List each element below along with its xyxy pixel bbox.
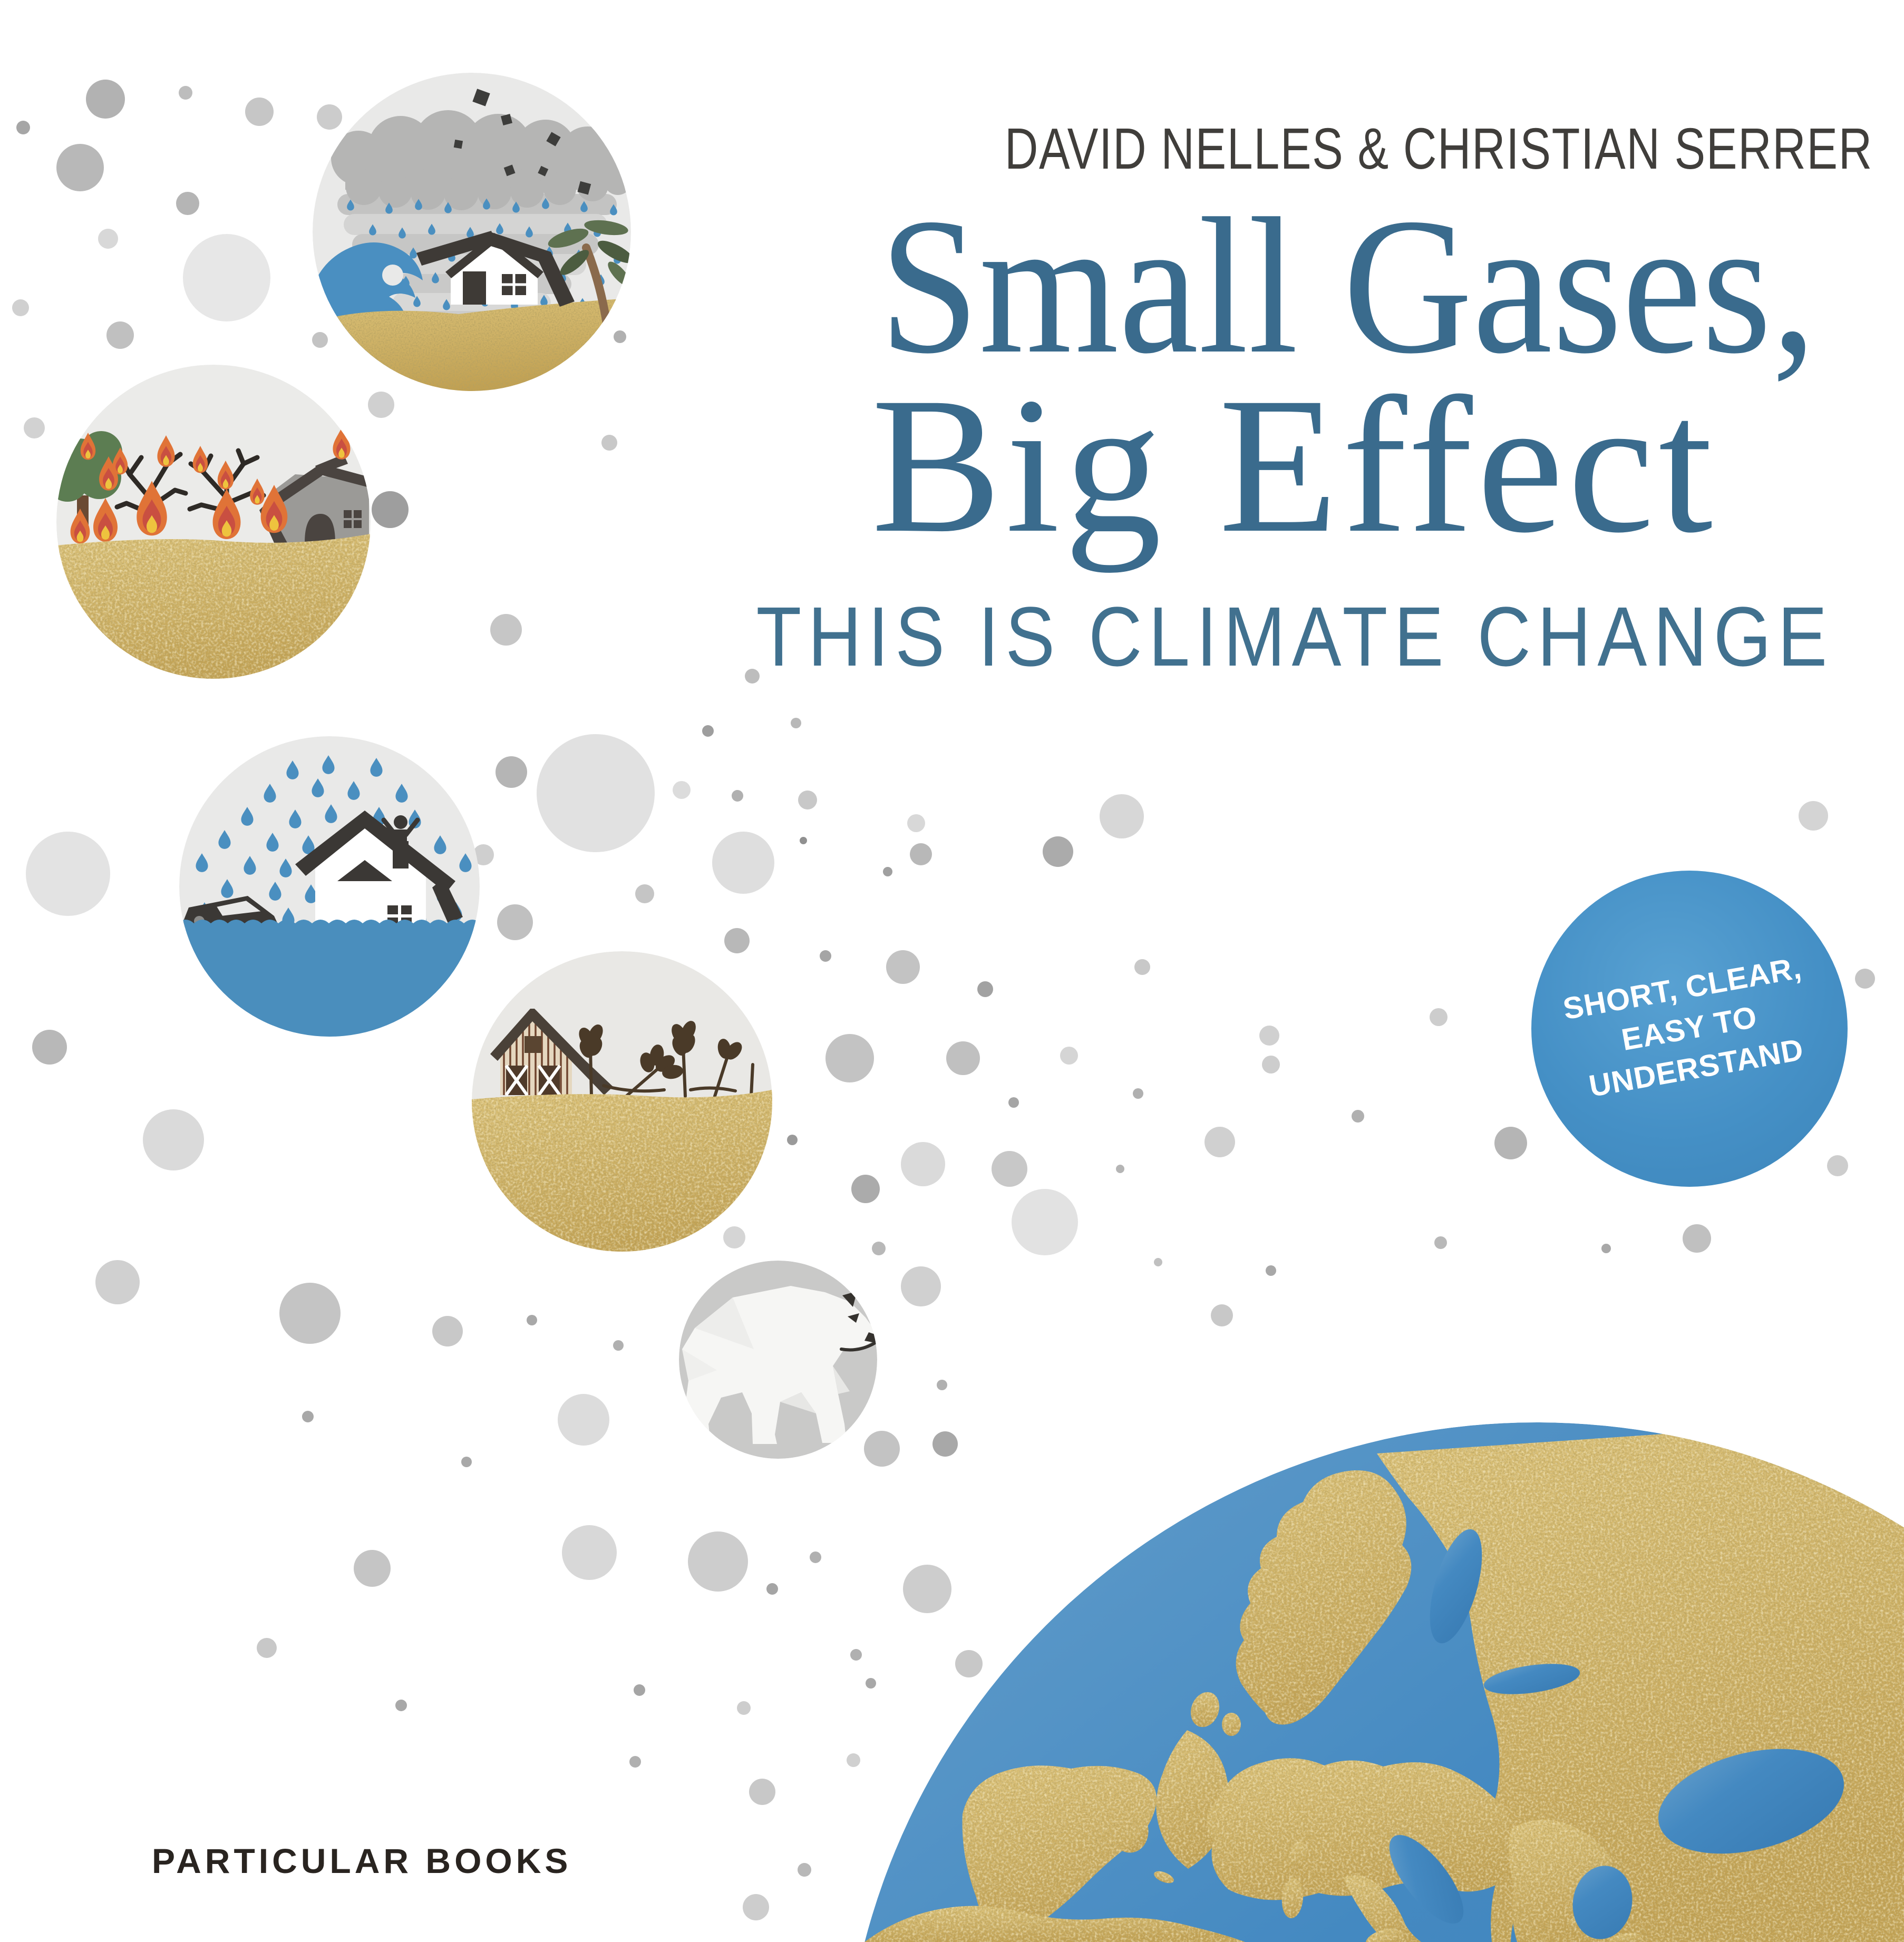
scatter-dots (12, 80, 1875, 1920)
flood-house-icon (295, 811, 463, 928)
drought-ground (472, 1090, 772, 1252)
fire-ground (56, 534, 371, 679)
barn-door-icon (504, 1065, 561, 1096)
globe-europe (842, 1422, 1904, 1942)
drought-icon (472, 951, 772, 1252)
storm-cloud-icon (331, 110, 631, 210)
wildfire-icon (56, 365, 371, 679)
badge-text: SHORT, CLEAR, EASY TO UNDERSTAND (1560, 951, 1806, 1104)
book-title-line1: Small Gases, (879, 178, 1816, 394)
flood-icon (179, 736, 480, 1037)
publisher-name: PARTICULAR BOOKS (152, 1841, 572, 1880)
polar-bear-icon (679, 1261, 877, 1459)
debris-icon (453, 89, 591, 195)
storm-house-icon (416, 231, 575, 307)
burning-house-icon (259, 428, 369, 543)
person-on-roof-icon (381, 815, 420, 848)
book-title-line2: Big Effect (871, 357, 1717, 573)
marketing-badge: SHORT, CLEAR, EASY TO UNDERSTAND (1531, 871, 1848, 1187)
storm-surge-icon (313, 73, 631, 391)
author-names: DAVID NELLES & CHRISTIAN SERRER (1004, 116, 1873, 181)
barn-icon (490, 1009, 613, 1096)
book-subtitle: THIS IS CLIMATE CHANGE (756, 589, 1834, 684)
storm-sand (313, 298, 631, 391)
wheat-icon (579, 1021, 754, 1098)
flood-water (179, 920, 480, 1037)
